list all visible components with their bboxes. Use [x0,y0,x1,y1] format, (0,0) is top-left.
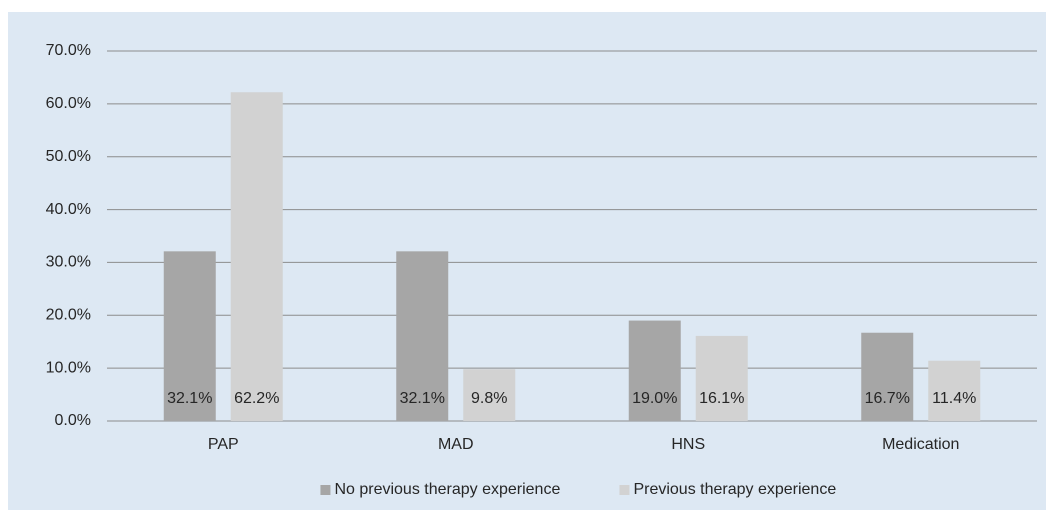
x-tick-label: Medication [882,436,959,453]
bar [628,320,681,421]
y-tick-label: 0.0% [55,412,91,429]
legend-label: Previous therapy experience [633,481,836,498]
y-tick-label: 20.0% [46,307,91,324]
x-tick-label: MAD [438,436,474,453]
data-label: 19.0% [632,390,677,407]
data-label: 32.1% [400,390,445,407]
legend-swatch [320,485,331,495]
y-tick-label: 50.0% [46,148,91,165]
bar [230,92,283,421]
x-tick-label: HNS [671,436,705,453]
bar [861,332,914,421]
bar [396,251,449,421]
bar [928,360,981,421]
y-tick-label: 60.0% [46,95,91,112]
bar [463,369,516,421]
data-label: 16.7% [865,390,910,407]
y-tick-label: 30.0% [46,254,91,271]
bar [163,251,216,421]
y-tick-label: 10.0% [46,359,91,376]
data-label: 62.2% [234,390,279,407]
legend-swatch [619,485,630,495]
data-label: 9.8% [471,390,507,407]
data-label: 32.1% [167,390,212,407]
data-label: 16.1% [699,390,744,407]
x-tick-label: PAP [208,436,239,453]
bar [695,335,748,421]
legend-label: No previous therapy experience [334,481,560,498]
y-tick-label: 40.0% [46,201,91,218]
data-label: 11.4% [932,390,976,407]
y-tick-label: 70.0% [46,42,91,59]
